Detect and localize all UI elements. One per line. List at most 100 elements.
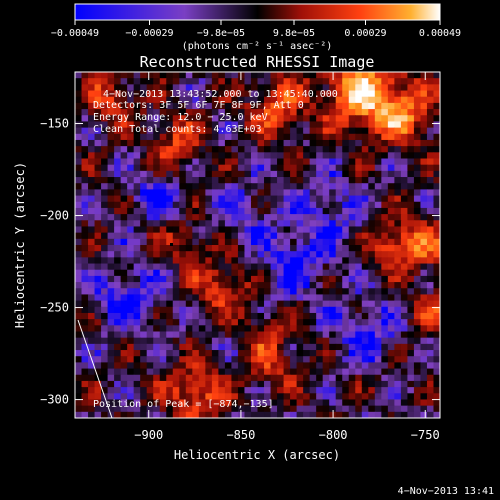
- heatmap-cell: [231, 257, 239, 265]
- heatmap-cell: [94, 220, 102, 228]
- heatmap-cell: [179, 226, 187, 234]
- heatmap-cell: [127, 90, 135, 98]
- heatmap-cell: [185, 368, 193, 376]
- heatmap-cell: [303, 294, 311, 302]
- heatmap-cell: [224, 158, 233, 166]
- heatmap-cell: [413, 294, 422, 302]
- heatmap-cell: [198, 164, 206, 172]
- heatmap-cell: [283, 170, 291, 178]
- heatmap-cell: [303, 72, 311, 79]
- heatmap-cell: [146, 177, 154, 184]
- heatmap-cell: [316, 164, 324, 172]
- heatmap-cell: [407, 312, 415, 320]
- heatmap-cell: [270, 263, 278, 271]
- heatmap-cell: [81, 146, 89, 153]
- heatmap-cell: [244, 245, 252, 252]
- heatmap-cell: [264, 343, 272, 351]
- heatmap-cell: [257, 78, 265, 85]
- heatmap-cell: [348, 146, 356, 153]
- heatmap-cell: [185, 269, 193, 277]
- heatmap-cell: [303, 127, 311, 135]
- heatmap-cell: [277, 207, 285, 215]
- heatmap-cell: [400, 306, 409, 314]
- plot-frame: [74, 71, 441, 419]
- heatmap-cell: [81, 350, 89, 357]
- heatmap-cell: [413, 238, 422, 246]
- heatmap-cell: [153, 170, 161, 178]
- heatmap-cell: [394, 312, 402, 320]
- heatmap-cell: [140, 170, 148, 178]
- heatmap-cell: [237, 257, 246, 265]
- heatmap-cell: [244, 337, 252, 345]
- heatmap-cell: [374, 207, 382, 215]
- heatmap-cell: [407, 411, 415, 418]
- heatmap-cell: [290, 251, 298, 258]
- heatmap-cell: [133, 152, 141, 160]
- y-tick-label: −150: [40, 117, 69, 131]
- heatmap-cell: [133, 78, 141, 85]
- heatmap-cell: [211, 78, 219, 85]
- heatmap-cell: [224, 84, 233, 92]
- heatmap-cell: [264, 393, 272, 401]
- heatmap-cell: [316, 343, 324, 351]
- heatmap-cell: [198, 158, 206, 166]
- heatmap-cell: [400, 380, 409, 388]
- heatmap-cell: [257, 387, 265, 394]
- heatmap-cell: [159, 72, 167, 79]
- heatmap-cell: [316, 72, 324, 79]
- heatmap-cell: [153, 183, 161, 190]
- heatmap-cell: [381, 152, 389, 160]
- heatmap-cell: [218, 115, 226, 123]
- heatmap-cell: [355, 189, 363, 197]
- heatmap-cell: [309, 337, 317, 345]
- heatmap-cell: [368, 263, 376, 271]
- heatmap-cell: [277, 201, 285, 209]
- heatmap-cell: [224, 146, 233, 153]
- heatmap-cell: [159, 362, 167, 370]
- heatmap-cell: [400, 263, 409, 271]
- heatmap-cell: [94, 350, 102, 357]
- heatmap-cell: [381, 411, 389, 418]
- heatmap-cell: [88, 152, 96, 160]
- heatmap-cell: [342, 368, 350, 376]
- heatmap-cell: [94, 393, 102, 401]
- heatmap-cell: [218, 146, 226, 153]
- heatmap-cell: [166, 343, 174, 351]
- heatmap-cell: [387, 232, 395, 240]
- heatmap-cell: [94, 275, 102, 283]
- heatmap-cell: [185, 251, 193, 258]
- heatmap-cell: [94, 78, 102, 85]
- heatmap-cell: [172, 294, 180, 302]
- heatmap-cell: [198, 78, 206, 85]
- heatmap-cell: [426, 251, 435, 258]
- heatmap-cell: [94, 189, 102, 197]
- heatmap-cell: [237, 380, 246, 388]
- heatmap-cell: [205, 282, 213, 289]
- heatmap-cell: [198, 356, 206, 363]
- heatmap-cell: [387, 214, 395, 221]
- heatmap-cell: [290, 380, 298, 388]
- heatmap-cell: [329, 275, 337, 283]
- heatmap-cell: [172, 374, 180, 382]
- heatmap-cell: [185, 201, 193, 209]
- heatmap-cell: [224, 405, 233, 413]
- heatmap-cell: [153, 411, 161, 418]
- heatmap-cell: [75, 238, 83, 246]
- heatmap-cell: [127, 158, 135, 166]
- heatmap-cell: [426, 72, 435, 79]
- heatmap-cell: [316, 399, 324, 407]
- heatmap-cell: [270, 331, 278, 339]
- heatmap-cell: [179, 257, 187, 265]
- heatmap-cell: [179, 214, 187, 221]
- heatmap-cell: [166, 152, 174, 160]
- heatmap-cell: [264, 362, 272, 370]
- heatmap-cell: [133, 411, 141, 418]
- heatmap-cell: [153, 152, 161, 160]
- heatmap-cell: [211, 201, 219, 209]
- heatmap-cell: [394, 393, 402, 401]
- heatmap-cell: [140, 362, 148, 370]
- heatmap-cell: [309, 164, 317, 172]
- heatmap-cell: [218, 177, 226, 184]
- heatmap-cell: [120, 220, 128, 228]
- heatmap-cell: [257, 146, 265, 153]
